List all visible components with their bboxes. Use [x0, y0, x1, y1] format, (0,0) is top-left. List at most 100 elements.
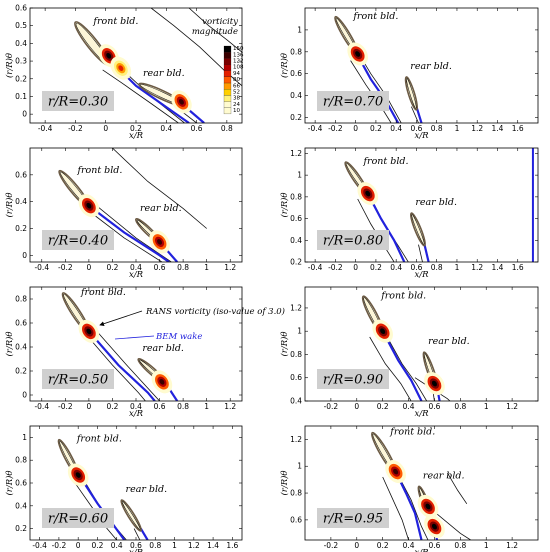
x-tick-label: 0.8 [221, 124, 233, 133]
plot-frame [304, 286, 539, 402]
plot-frame [304, 425, 539, 541]
x-tick-label: 0.4 [130, 402, 142, 411]
x-tick-label: -0.2 [58, 402, 73, 411]
rear-blade-label: rear bld. [415, 197, 457, 208]
y-tick-label: 1 [22, 433, 27, 442]
x-tick-label: 1.4 [492, 124, 504, 133]
x-tick-label: 0.4 [403, 541, 415, 550]
x-tick-label: 1.6 [512, 263, 524, 272]
bem-wake-line [88, 204, 170, 262]
x-tick-label: 0.8 [149, 541, 161, 550]
x-tick-label: 0.6 [191, 124, 203, 133]
section-label: r/R=0.80 [323, 234, 383, 249]
y-tick-label: 0.4 [15, 343, 27, 352]
rear-blade-shape-inner [122, 501, 141, 530]
x-tick-label: 0.6 [154, 402, 166, 411]
y-tick-label: 0.2 [15, 367, 27, 376]
x-tick-label: 0.2 [370, 263, 382, 272]
x-tick-label: -0.2 [324, 402, 339, 411]
y-tick-label: 0.2 [290, 113, 302, 122]
rans-contour [418, 244, 423, 262]
colorbar-swatch [223, 82, 232, 90]
x-tick-label: -0.4 [34, 263, 49, 272]
vorticity-hotspot [159, 378, 165, 385]
front-blade-label: front bld. [380, 290, 426, 301]
section-label: r/R=0.70 [323, 95, 383, 110]
rear-blade-label: rear bld. [126, 484, 168, 495]
section-label-box [317, 91, 389, 111]
x-axis-label: x/R [414, 409, 429, 419]
x-tick-label: 0.6 [428, 402, 440, 411]
y-tick-label: 0 [22, 110, 27, 119]
x-tick-label: 0.4 [160, 124, 172, 133]
colorbar-tick-label: 122 [233, 59, 244, 65]
rans-annotation-arrow [99, 310, 143, 327]
y-tick-label: 0.8 [290, 489, 302, 498]
bem-wake-line [354, 51, 400, 123]
front-blade-label: front bld. [363, 156, 409, 167]
x-tick-label: -0.4 [32, 541, 47, 550]
plot-area [74, 8, 242, 123]
section-label: r/R=0.30 [48, 95, 108, 110]
panel-6: -0.2 0 0.2 0.4 0.6 0.8 1 1.2 0.4 0.6 0.8 1 1.2 x/R (r/… [279, 286, 539, 419]
x-tick-label: 0.6 [154, 263, 166, 272]
rans-contour [382, 328, 428, 401]
rear-blade-shape-inner [411, 214, 425, 245]
x-tick-label: 1 [172, 541, 177, 550]
x-tick-label: 1 [204, 402, 209, 411]
x-tick-label: 0.6 [410, 263, 422, 272]
x-axis-label: x/R [129, 270, 144, 280]
y-tick-label: 0.8 [290, 47, 302, 56]
vorticity-hotspot [431, 380, 437, 387]
x-tick-label: 1 [204, 263, 209, 272]
y-tick-label: 0.6 [290, 69, 302, 78]
rans-contour [395, 470, 429, 540]
colorbar-tick-label: 24 [233, 102, 240, 108]
rans-annotation-label: RANS vorticity (iso-value of 3.0) [145, 306, 285, 317]
panel-8: -0.2 0 0.2 0.4 0.6 0.8 1 1.2 0.6 0.8 1 1.2 x/R (r/R)θ… [279, 425, 539, 552]
colorbar-swatch [223, 101, 232, 108]
colorbar-swatch [223, 89, 232, 96]
x-tick-label: -0.4 [38, 124, 53, 133]
y-axis-label: (r/R)θ [279, 331, 290, 356]
y-tick-label: 0.2 [15, 524, 27, 533]
x-tick-label: 0.8 [454, 541, 466, 550]
rear-blade-label: rear bld. [428, 336, 470, 347]
section-label-box [317, 369, 389, 389]
y-tick-label: 1.2 [290, 149, 302, 158]
rear-blade-shape [120, 499, 142, 532]
front-blade-label: front bld. [352, 11, 398, 22]
colorbar-tick-label: 136 [233, 52, 244, 58]
plot-area [61, 292, 179, 401]
vorticity-hotspot [365, 190, 371, 197]
bem-wake-line [366, 193, 406, 262]
section-label-box [317, 508, 389, 528]
rear-blade-label: rear bld. [423, 470, 465, 481]
vorticity-hotspot [431, 523, 437, 530]
y-tick-label: 0 [22, 251, 27, 260]
vorticity-hotspot [75, 472, 81, 478]
y-tick-label: 0.4 [15, 39, 27, 48]
vorticity-hotspot [393, 468, 399, 475]
rans-contour [133, 528, 141, 540]
y-tick-label: 0.8 [290, 350, 302, 359]
y-axis-label: (r/R)θ [4, 192, 15, 217]
section-label: r/R=0.95 [323, 512, 383, 527]
x-tick-label: 0.4 [130, 263, 142, 272]
vorticity-hotspot [86, 202, 92, 209]
rans-contour [427, 506, 471, 540]
y-tick-label: 0.2 [290, 258, 302, 267]
y-tick-label: 0.8 [15, 456, 27, 465]
y-tick-label: 0.8 [15, 295, 27, 304]
panel-2: -0.4 -0.2 0 0.2 0.4 0.6 0.8 1 1.2 1.4 1.6 0.2 0.4 0.6… [279, 7, 539, 141]
rans-contour [94, 328, 160, 401]
bem-wake-line [88, 330, 156, 401]
x-tick-label: -0.2 [52, 541, 67, 550]
colorbar-swatch [223, 58, 232, 65]
y-axis-label: (r/R)θ [279, 53, 290, 78]
rear-blade-label: rear bld. [410, 61, 452, 72]
y-axis-label: (r/R)θ [4, 331, 15, 356]
bem-annotation-arrow [114, 335, 155, 340]
colorbar-swatch [223, 70, 232, 77]
